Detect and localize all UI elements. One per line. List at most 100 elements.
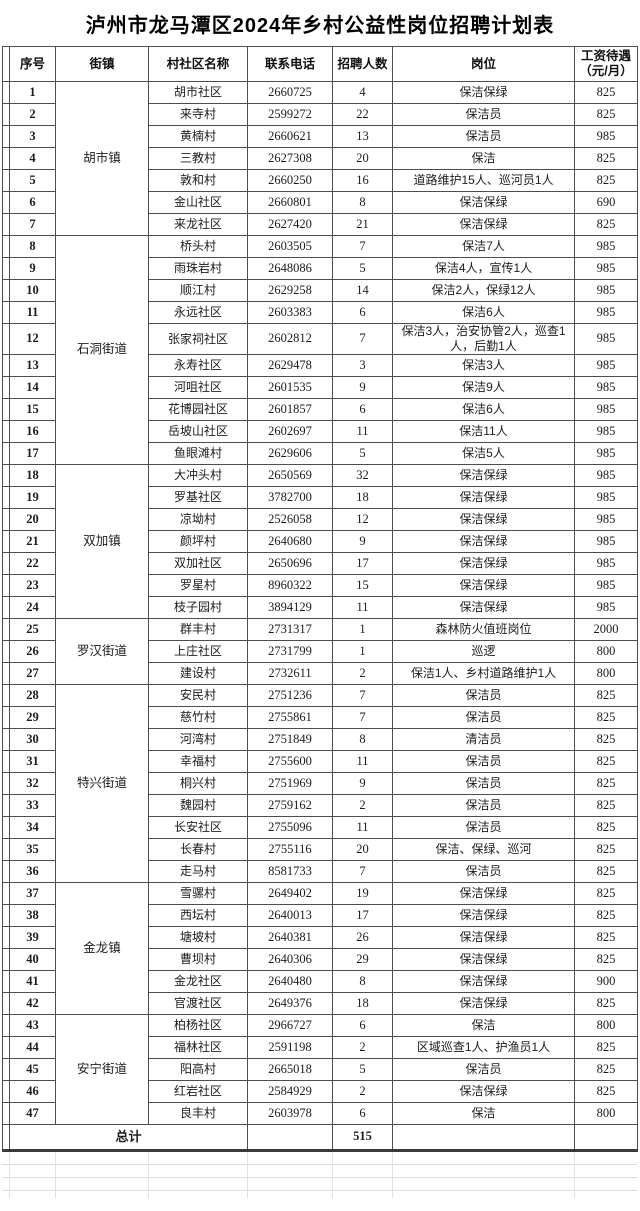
sliver-cell <box>2 354 10 377</box>
sliver-cell <box>2 191 10 214</box>
phone-cell: 2526058 <box>247 508 333 531</box>
no-cell: 23 <box>9 574 56 597</box>
salary-cell: 825 <box>574 706 638 729</box>
count-cell: 8 <box>332 191 393 214</box>
village-cell: 胡市社区 <box>148 81 248 104</box>
post-cell: 保洁员 <box>392 684 575 707</box>
no-cell: 27 <box>9 662 56 685</box>
village-cell: 来龙社区 <box>148 213 248 236</box>
no-cell: 25 <box>9 618 56 641</box>
count-cell: 17 <box>332 904 393 927</box>
no-cell: 36 <box>9 860 56 883</box>
village-cell: 塘坡村 <box>148 926 248 949</box>
phone-cell: 2759162 <box>247 794 333 817</box>
salary-cell: 985 <box>574 376 638 399</box>
village-cell: 阳高村 <box>148 1058 248 1081</box>
count-cell: 5 <box>332 257 393 280</box>
post-cell: 森林防火值班岗位 <box>392 618 575 641</box>
phone-cell: 2650696 <box>247 552 333 575</box>
salary-cell: 825 <box>574 948 638 971</box>
village-cell: 黄楠村 <box>148 125 248 148</box>
salary-cell: 985 <box>574 235 638 258</box>
table-row: 21 颜坪村 2640680 9 保洁保绿 985 <box>2 530 638 553</box>
no-cell: 4 <box>9 147 56 170</box>
no-cell: 30 <box>9 728 56 751</box>
town-cell: 双加镇 <box>55 464 149 619</box>
sliver-cell <box>2 1102 10 1125</box>
town-cell: 胡市镇 <box>55 81 149 236</box>
village-cell: 岳坡山社区 <box>148 420 248 443</box>
sliver-cell <box>2 728 10 751</box>
village-cell: 安民村 <box>148 684 248 707</box>
phone-cell: 2601857 <box>247 398 333 421</box>
salary-cell: 985 <box>574 354 638 377</box>
count-cell: 1 <box>332 618 393 641</box>
salary-cell: 825 <box>574 794 638 817</box>
recruitment-table: 序号 街镇 村社区名称 联系电话 招聘人数 岗位 工资待遇（元/月） 1 胡市镇胡… <box>2 46 638 1152</box>
post-cell: 保洁保绿 <box>392 213 575 236</box>
phone-cell: 2649376 <box>247 992 333 1015</box>
page-title: 泸州市龙马潭区2024年乡村公益性岗位招聘计划表 <box>85 14 555 37</box>
salary-cell: 985 <box>574 398 638 421</box>
sliver-cell <box>2 816 10 839</box>
grid-line <box>332 1152 333 1198</box>
no-cell: 26 <box>9 640 56 663</box>
salary-cell: 825 <box>574 838 638 861</box>
phone-cell: 2731317 <box>247 618 333 641</box>
town-cell: 罗汉街道 <box>55 618 149 685</box>
phone-cell: 2603978 <box>247 1102 333 1125</box>
count-cell: 13 <box>332 125 393 148</box>
grid-line <box>55 1152 56 1198</box>
sliver-cell <box>2 772 10 795</box>
sliver-cell <box>2 662 10 685</box>
table-row: 13 永寿社区 2629478 3 保洁3人 985 <box>2 354 638 377</box>
sliver-cell <box>2 904 10 927</box>
post-cell: 保洁保绿 <box>392 882 575 905</box>
sliver-cell <box>2 992 10 1015</box>
count-cell: 9 <box>332 376 393 399</box>
salary-cell: 985 <box>574 530 638 553</box>
no-cell: 5 <box>9 169 56 192</box>
phone-cell: 2755116 <box>247 838 333 861</box>
post-cell: 保洁员 <box>392 794 575 817</box>
sliver-cell <box>2 640 10 663</box>
count-cell: 11 <box>332 596 393 619</box>
no-cell: 1 <box>9 81 56 104</box>
phone-cell: 2751969 <box>247 772 333 795</box>
village-cell: 群丰村 <box>148 618 248 641</box>
post-cell: 保洁3人 <box>392 354 575 377</box>
post-cell: 保洁9人 <box>392 376 575 399</box>
village-cell: 大冲头村 <box>148 464 248 487</box>
salary-cell: 825 <box>574 750 638 773</box>
sliver-cell <box>2 750 10 773</box>
sliver-cell <box>2 1080 10 1103</box>
phone-cell: 2755096 <box>247 816 333 839</box>
sliver-header-cell <box>2 46 10 82</box>
count-cell: 11 <box>332 420 393 443</box>
count-cell: 1 <box>332 640 393 663</box>
sliver-cell <box>2 464 10 487</box>
count-cell: 2 <box>332 794 393 817</box>
phone-cell: 8960322 <box>247 574 333 597</box>
post-cell: 保洁员 <box>392 750 575 773</box>
grid-line <box>9 1152 10 1198</box>
village-cell: 走马村 <box>148 860 248 883</box>
no-cell: 20 <box>9 508 56 531</box>
table-row: 46 红岩社区 2584929 2 保洁保绿 825 <box>2 1080 638 1103</box>
count-cell: 8 <box>332 970 393 993</box>
table-row: 23 罗星村 8960322 15 保洁保绿 985 <box>2 574 638 597</box>
table-row: 29 慈竹村 2755861 7 保洁员 825 <box>2 706 638 729</box>
salary-cell: 985 <box>574 442 638 465</box>
village-cell: 金龙社区 <box>148 970 248 993</box>
phone-cell: 2601535 <box>247 376 333 399</box>
post-cell: 保洁保绿 <box>392 508 575 531</box>
post-cell: 保洁员 <box>392 772 575 795</box>
no-cell: 9 <box>9 257 56 280</box>
village-cell: 颜坪村 <box>148 530 248 553</box>
count-cell: 17 <box>332 552 393 575</box>
col-header-salary: 工资待遇（元/月） <box>574 46 638 82</box>
salary-cell: 825 <box>574 1080 638 1103</box>
phone-cell: 8581733 <box>247 860 333 883</box>
post-cell: 保洁保绿 <box>392 1080 575 1103</box>
no-cell: 37 <box>9 882 56 905</box>
